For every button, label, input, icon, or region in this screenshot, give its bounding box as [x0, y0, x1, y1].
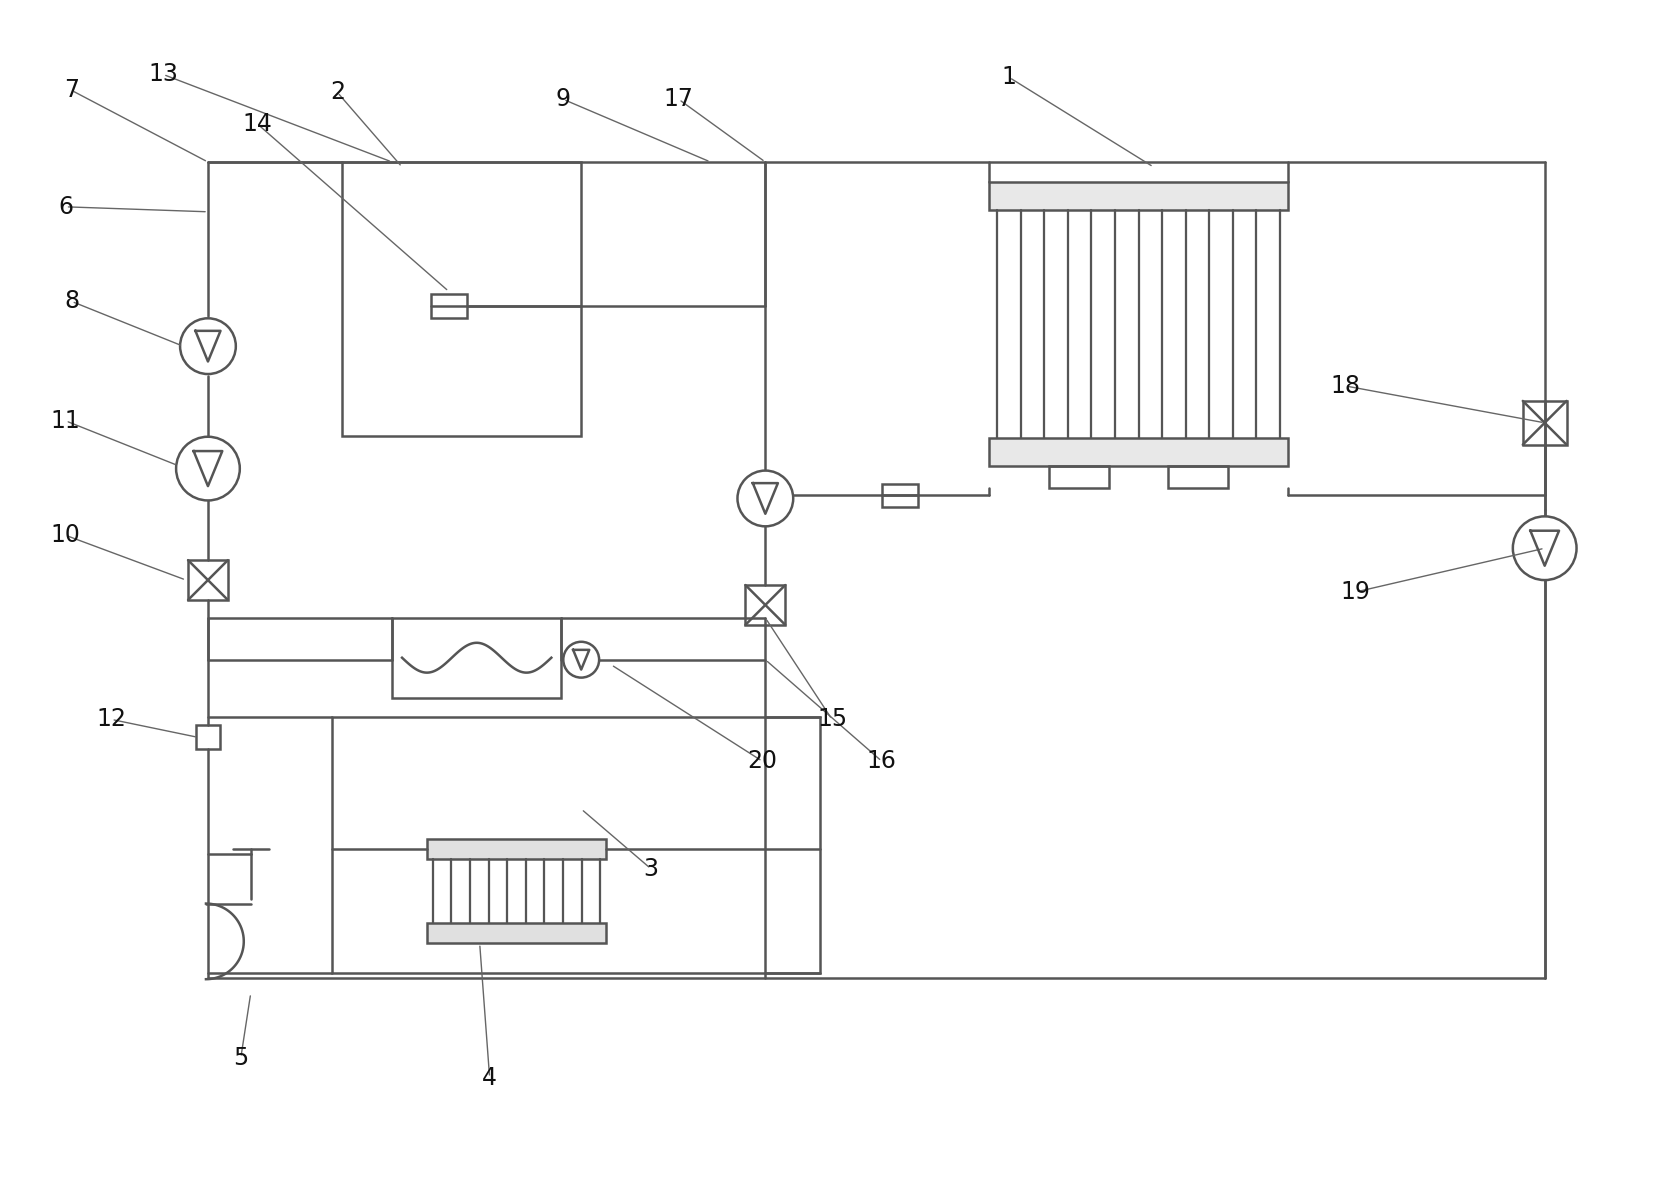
Text: 2: 2	[330, 80, 345, 105]
Text: 7: 7	[64, 79, 79, 103]
Bar	[431, 294, 466, 318]
Text: 14: 14	[243, 112, 273, 136]
Text: 19: 19	[1340, 581, 1370, 604]
Bar	[392, 617, 562, 697]
Text: 20: 20	[748, 750, 778, 774]
Bar	[1523, 401, 1566, 445]
Text: 13: 13	[148, 62, 178, 87]
Text: 9: 9	[555, 87, 570, 111]
Bar	[989, 182, 1288, 210]
Text: 3: 3	[644, 857, 659, 881]
Text: 11: 11	[50, 409, 80, 433]
Bar	[428, 839, 605, 858]
Circle shape	[738, 471, 793, 527]
Circle shape	[1513, 516, 1576, 581]
Circle shape	[176, 436, 240, 501]
Bar	[989, 437, 1288, 466]
Bar	[332, 718, 820, 973]
Bar	[188, 560, 228, 600]
Text: 1: 1	[1001, 66, 1016, 89]
Text: 4: 4	[481, 1066, 496, 1089]
Bar	[746, 585, 785, 625]
Bar	[428, 924, 605, 943]
Text: 10: 10	[50, 523, 80, 547]
Circle shape	[179, 318, 236, 374]
Text: 12: 12	[97, 707, 126, 732]
Text: 16: 16	[867, 750, 897, 774]
Bar	[1050, 466, 1108, 488]
Text: 17: 17	[664, 87, 694, 111]
Circle shape	[563, 641, 599, 677]
Bar	[196, 726, 220, 750]
Text: 5: 5	[233, 1045, 248, 1070]
Text: 8: 8	[64, 290, 79, 313]
Text: 18: 18	[1330, 374, 1360, 398]
Bar	[882, 484, 917, 508]
Bar	[342, 162, 582, 436]
Bar	[1169, 466, 1228, 488]
Text: 15: 15	[817, 707, 847, 732]
Text: 6: 6	[59, 194, 74, 219]
